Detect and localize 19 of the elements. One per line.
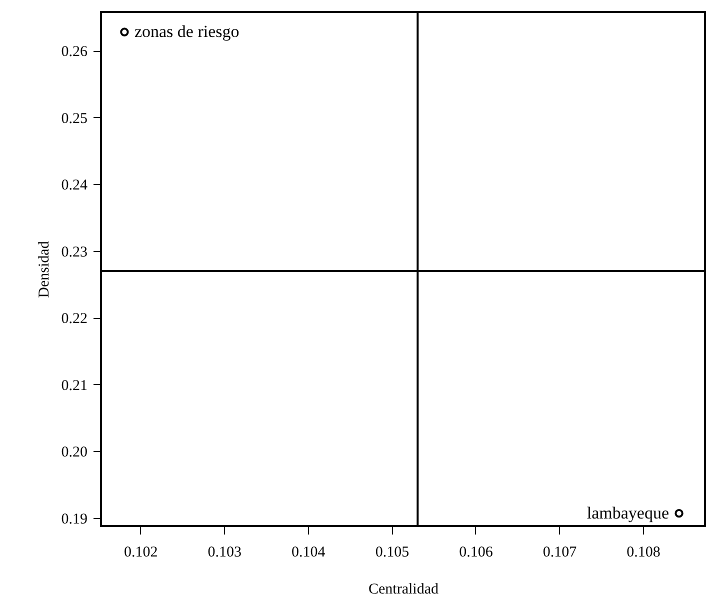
x-tick-label: 0.108 [626, 544, 660, 560]
x-tick-label: 0.107 [542, 544, 578, 560]
x-tick-label: 0.104 [292, 544, 326, 560]
y-tick-label: 0.19 [61, 511, 88, 528]
x-axis-title: Centralidad [368, 582, 439, 598]
annotation: zonas de riesgo [134, 22, 240, 42]
annotation: lambayeque [586, 503, 670, 522]
y-tick-label: 0.25 [61, 110, 88, 127]
y-tick-label: 0.23 [61, 244, 88, 260]
x-tick-label: 0.106 [459, 544, 494, 560]
y-tick-label: 0.20 [61, 444, 88, 461]
y-tick-label: 0.26 [61, 44, 88, 60]
y-tick-label: 0.22 [61, 311, 88, 328]
x-tick-label: 0.105 [375, 544, 410, 560]
y-tick-label: 0.24 [61, 178, 88, 194]
y-axis-title: Densidad [36, 240, 52, 298]
x-tick-label: 0.102 [124, 544, 158, 560]
x-tick-label: 0.103 [208, 544, 242, 560]
y-tick-label: 0.21 [61, 378, 88, 394]
